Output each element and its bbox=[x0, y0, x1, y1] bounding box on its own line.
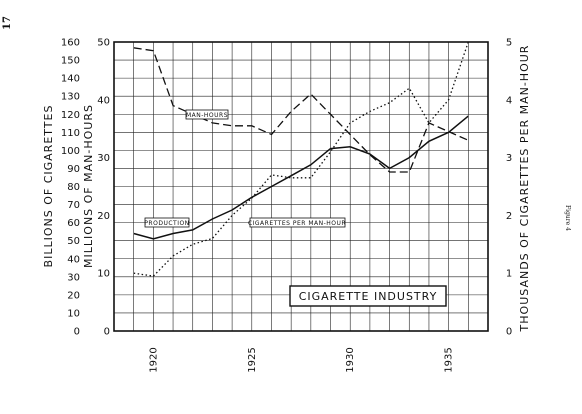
per-man-hour-tick-label: 4 bbox=[506, 95, 512, 106]
billions-tick-label: 60 bbox=[67, 218, 80, 229]
billions-tick-label: 140 bbox=[61, 74, 80, 85]
year-axis-ticks: 1920 1925 1930 1935 bbox=[148, 347, 454, 372]
man-hours-axis-label: MILLIONS OF MAN-HOURS bbox=[82, 104, 95, 268]
billions-tick-label: 90 bbox=[67, 164, 80, 175]
year-tick-label: 1925 bbox=[247, 347, 258, 372]
billions-tick-label: 80 bbox=[67, 182, 80, 193]
man-hours-label-text: MAN-HOURS bbox=[186, 112, 228, 119]
billions-tick-label: 30 bbox=[67, 272, 80, 283]
page-number: 17 bbox=[2, 16, 13, 30]
man-hours-axis-ticks: 0 10 20 30 40 50 bbox=[97, 38, 110, 338]
man-hours-tick-label: 40 bbox=[97, 95, 110, 106]
per-man-hour-tick-label: 0 bbox=[506, 327, 512, 338]
man-hours-tick-label: 20 bbox=[97, 211, 110, 222]
billions-axis-label: BILLIONS OF CIGARETTES bbox=[42, 105, 55, 268]
chart-title: CIGARETTE INDUSTRY bbox=[299, 290, 438, 303]
man-hours-tick-label: 10 bbox=[97, 269, 110, 280]
per-man-hour-tick-label: 2 bbox=[506, 211, 512, 222]
billions-tick-label: 120 bbox=[61, 110, 80, 121]
series-line-man-hours bbox=[133, 47, 469, 173]
billions-tick-label: 10 bbox=[67, 308, 80, 319]
production-label-text: PRODUCTION bbox=[144, 220, 189, 227]
production-label: PRODUCTION bbox=[144, 217, 190, 228]
billions-tick-label: 70 bbox=[67, 200, 80, 211]
billions-tick-label: 130 bbox=[61, 92, 80, 103]
per-man-hour-axis-ticks: 0 1 2 3 4 5 bbox=[506, 38, 512, 338]
billions-tick-label: 110 bbox=[61, 128, 80, 139]
billions-tick-label: 50 bbox=[67, 236, 80, 247]
billions-tick-label: 150 bbox=[61, 56, 80, 67]
year-tick-label: 1935 bbox=[444, 347, 455, 372]
series-line-production bbox=[133, 115, 469, 240]
figure-label: Figure 4 bbox=[564, 205, 571, 231]
billions-axis-ticks: 0 10 20 30 40 50 60 70 80 90 100 110 120 130 140 150 160 bbox=[61, 38, 80, 338]
billions-tick-label: 100 bbox=[61, 146, 80, 157]
billions-tick-label: 160 bbox=[61, 38, 80, 49]
man-hours-tick-label: 0 bbox=[104, 327, 110, 338]
billions-tick-label: 40 bbox=[67, 254, 80, 265]
man-hours-tick-label: 30 bbox=[97, 153, 110, 164]
series-line-cigarettes-per-man-hour bbox=[133, 41, 469, 277]
year-tick-label: 1920 bbox=[148, 347, 159, 372]
year-tick-label: 1930 bbox=[345, 347, 356, 372]
chart-title-box: CIGARETTE INDUSTRY bbox=[289, 285, 447, 307]
billions-tick-label: 20 bbox=[67, 290, 80, 301]
billions-tick-label: 0 bbox=[74, 327, 80, 338]
man-hours-tick-label: 50 bbox=[97, 38, 110, 49]
plot-frame bbox=[113, 41, 489, 332]
per-man-hour-tick-label: 3 bbox=[506, 153, 512, 164]
man-hours-label: MAN-HOURS bbox=[185, 109, 229, 120]
per-man-hour-label: CIGARETTES PER MAN-HOUR bbox=[248, 217, 346, 228]
per-man-hour-tick-label: 5 bbox=[506, 38, 512, 49]
per-man-hour-tick-label: 1 bbox=[506, 269, 512, 280]
per-man-hour-axis-label: THOUSANDS OF CIGARETTES PER MAN-HOUR bbox=[518, 45, 531, 333]
per-man-hour-label-text: CIGARETTES PER MAN-HOUR bbox=[248, 220, 346, 227]
